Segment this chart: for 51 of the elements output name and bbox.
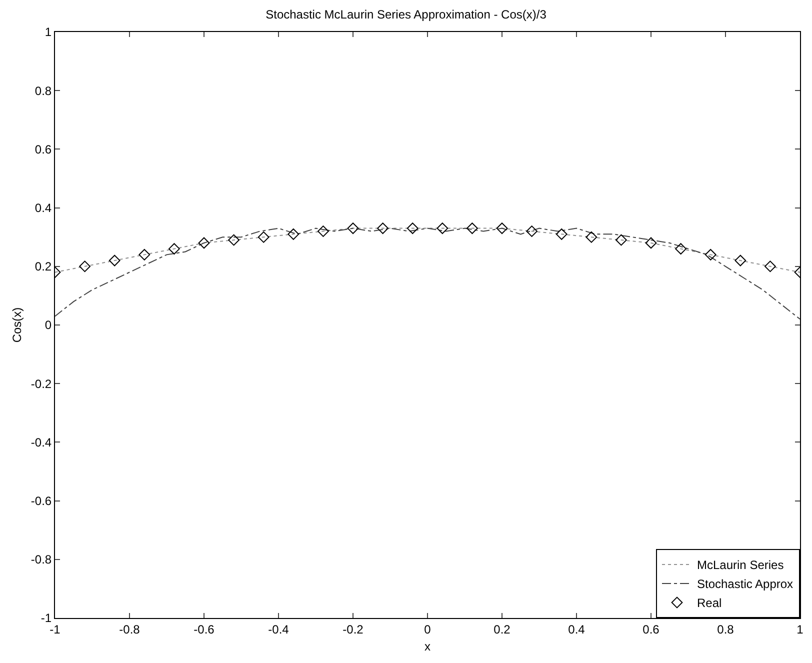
x-tick-label: -0.2 [342, 622, 364, 636]
point [406, 222, 418, 234]
y-tick-label: 1 [44, 25, 52, 40]
point [496, 222, 508, 234]
point [734, 254, 746, 266]
point [436, 222, 448, 234]
point [198, 237, 210, 249]
x-tick-label: 0 [424, 622, 432, 636]
point [79, 260, 90, 272]
y-tick-label: 0.4 [34, 201, 52, 215]
y-tick-label: -0.8 [30, 552, 52, 567]
point [138, 248, 150, 260]
point [168, 243, 180, 255]
point [466, 222, 478, 234]
x-tick-label: 0.6 [642, 622, 660, 636]
point [258, 231, 270, 243]
point [288, 228, 300, 240]
legend-label: Real [697, 596, 722, 610]
y-tick-label: 0.6 [34, 142, 52, 156]
legend-label: Stochastic Approx [697, 577, 794, 592]
y-tick-label: 0.8 [34, 84, 52, 98]
x-tick-label: -0.8 [119, 622, 140, 636]
x-tick-label: 0.4 [568, 622, 586, 636]
point [228, 234, 240, 246]
x-tick-label: 0.8 [717, 622, 734, 636]
point [556, 228, 568, 240]
point [764, 260, 776, 272]
y-tick-label: 0 [44, 318, 52, 332]
point [318, 226, 329, 237]
point [645, 237, 657, 249]
point [586, 231, 598, 243]
point [377, 222, 388, 234]
point [347, 222, 359, 234]
point [108, 254, 120, 266]
point [704, 248, 716, 260]
y-tick-label: -0.6 [30, 494, 52, 508]
point [616, 234, 627, 246]
point [675, 243, 686, 255]
x-tick-label: -0.6 [194, 622, 215, 636]
y-tick-label: -0.2 [30, 376, 52, 391]
y-axis-title: Cos(x) [10, 307, 24, 343]
x-tick-label: 1 [796, 622, 804, 636]
x-tick-label: -0.4 [268, 622, 290, 636]
x-tick-label: 0.2 [494, 622, 511, 636]
chart-title: Stochastic McLaurin Series Approximation - Cos(x)/3 [266, 7, 547, 22]
x-axis-title: x [424, 639, 430, 654]
y-tick-label: -1 [40, 611, 52, 626]
point [526, 226, 538, 237]
y-tick-label: -0.4 [30, 435, 52, 450]
y-tick-label: 0.2 [34, 260, 52, 274]
legend-label: McLaurin Series [697, 558, 784, 572]
